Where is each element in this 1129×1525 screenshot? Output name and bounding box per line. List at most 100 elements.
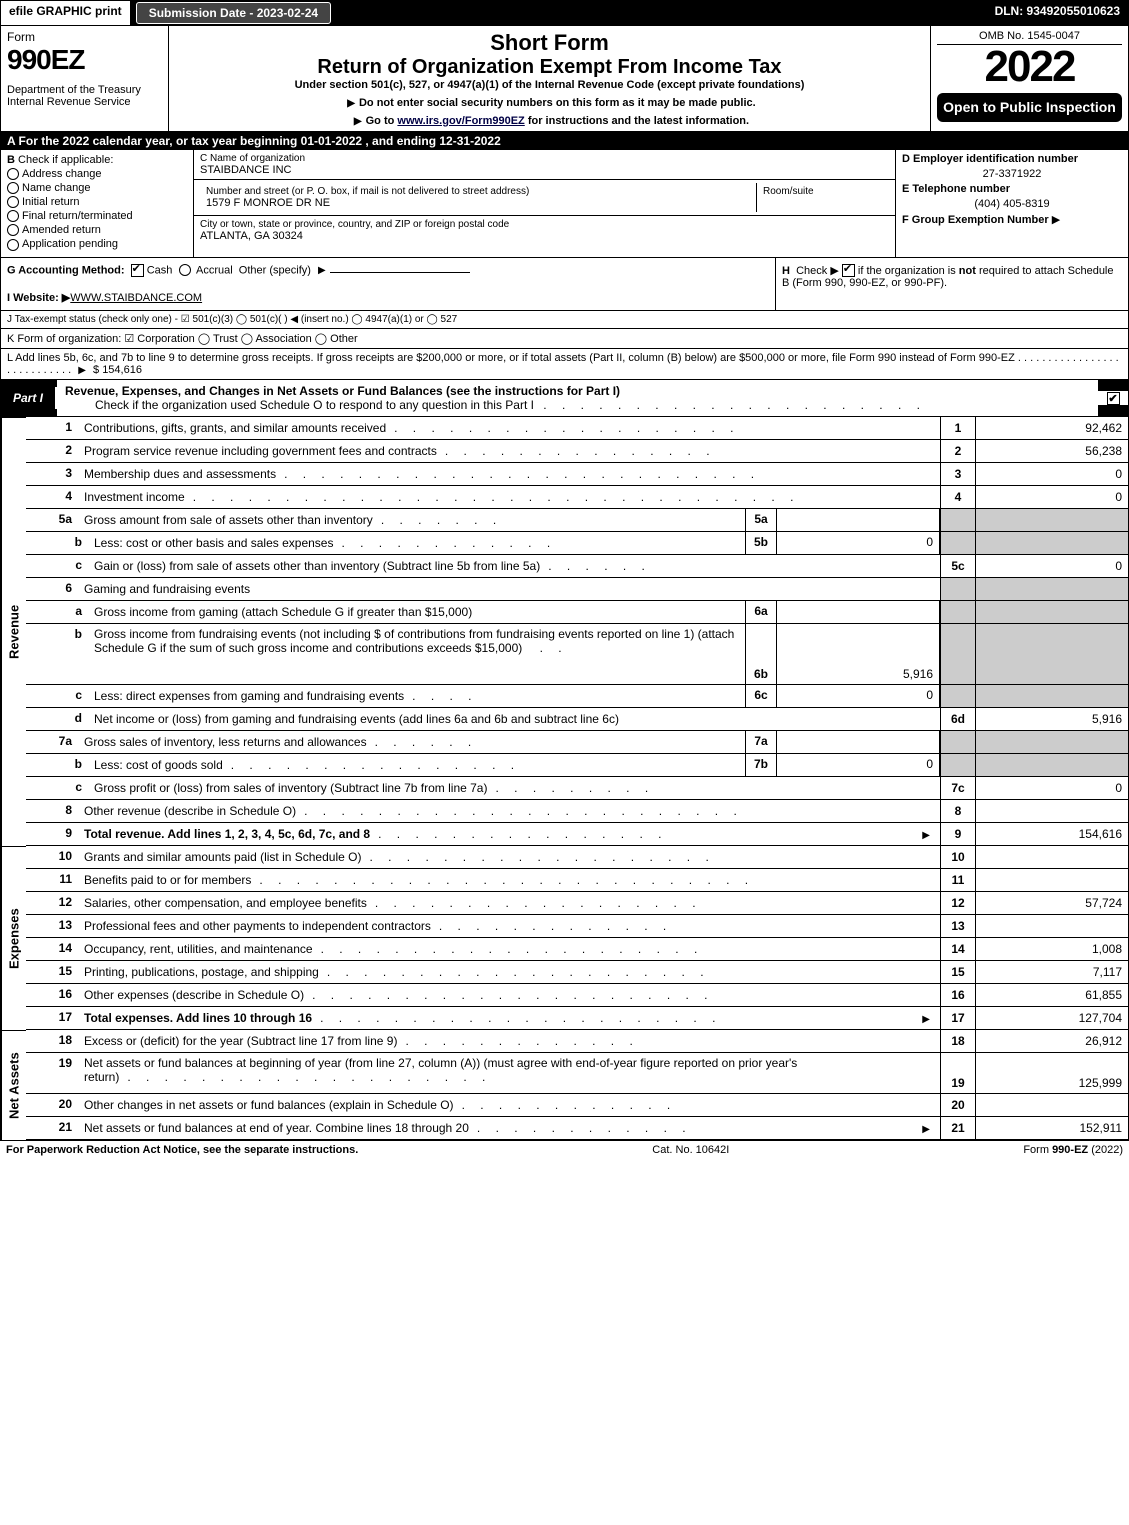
- top-bar: efile GRAPHIC print Submission Date - 20…: [1, 1, 1128, 26]
- room-label: Room/suite: [757, 183, 889, 212]
- header-left: Form 990EZ Department of the Treasury In…: [1, 26, 169, 131]
- net-assets-section: Net Assets 18Excess or (deficit) for the…: [1, 1030, 1128, 1140]
- efile-print[interactable]: efile GRAPHIC print: [1, 1, 132, 25]
- ref-21: 21: [940, 1117, 976, 1139]
- row-19: 19Net assets or fund balances at beginni…: [26, 1053, 1128, 1094]
- num-14: 14: [26, 938, 78, 960]
- row-j-tax-exempt: J Tax-exempt status (check only one) - ☑…: [1, 311, 1128, 329]
- num-17: 17: [26, 1007, 78, 1029]
- opt-initial-return: Initial return: [22, 196, 79, 208]
- cb-cash[interactable]: [131, 264, 144, 277]
- col-def: D Employer identification number 27-3371…: [895, 150, 1128, 257]
- row-6b: bGross income from fundraising events (n…: [26, 624, 1128, 685]
- opt-address-change: Address change: [22, 168, 102, 180]
- num-8: 8: [26, 800, 78, 822]
- ref-1: 1: [940, 417, 976, 439]
- part-1-checkbox[interactable]: [1098, 391, 1128, 405]
- row-3: 3Membership dues and assessments. . . . …: [26, 463, 1128, 486]
- row-7a: 7aGross sales of inventory, less returns…: [26, 731, 1128, 754]
- val-6-shaded: [976, 578, 1128, 600]
- goto-pre: Go to: [366, 115, 398, 127]
- side-net-assets: Net Assets: [1, 1030, 26, 1140]
- part-1-label: Part I: [1, 387, 57, 409]
- ref-5c: 5c: [940, 555, 976, 577]
- ref-6d: 6d: [940, 708, 976, 730]
- g-accounting: G Accounting Method: Cash Accrual Other …: [1, 258, 775, 310]
- footer-right: Form 990-EZ (2022): [1023, 1144, 1123, 1156]
- val-1: 92,462: [976, 417, 1128, 439]
- part-1-title: Revenue, Expenses, and Changes in Net As…: [65, 384, 1090, 398]
- val-3: 0: [976, 463, 1128, 485]
- header-center: Short Form Return of Organization Exempt…: [169, 26, 931, 131]
- row-k-form-org: K Form of organization: ☑ Corporation ◯ …: [1, 329, 1128, 349]
- ref-7a-shaded: [940, 731, 976, 753]
- val-21: 152,911: [976, 1117, 1128, 1139]
- part-1-check-line: Check if the organization used Schedule …: [95, 398, 534, 412]
- irs-link[interactable]: www.irs.gov/Form990EZ: [397, 115, 524, 127]
- street-block: Number and street (or P. O. box, if mail…: [194, 180, 895, 216]
- ilbl-6a: 6a: [745, 601, 777, 623]
- val-5c: 0: [976, 555, 1128, 577]
- h-text2: if the organization is: [858, 265, 959, 277]
- return-title: Return of Organization Exempt From Incom…: [175, 56, 924, 79]
- ref-7c: 7c: [940, 777, 976, 799]
- ref-19: 19: [940, 1053, 976, 1093]
- street-label: Number and street (or P. O. box, if mail…: [206, 186, 750, 197]
- h-check-text: Check ▶: [796, 265, 839, 277]
- open-public-badge: Open to Public Inspection: [937, 93, 1122, 122]
- org-name: STAIBDANCE INC: [200, 164, 889, 176]
- num-18: 18: [26, 1030, 78, 1052]
- ref-10: 10: [940, 846, 976, 868]
- num-11: 11: [26, 869, 78, 891]
- desc-21: Net assets or fund balances at end of ye…: [84, 1121, 469, 1135]
- ref-11: 11: [940, 869, 976, 891]
- form-number: 990EZ: [7, 44, 162, 76]
- cb-schedule-b[interactable]: [842, 264, 855, 277]
- expenses-section: Expenses 10Grants and similar amounts pa…: [1, 846, 1128, 1030]
- cb-accrual[interactable]: [179, 264, 191, 276]
- row-6d: dNet income or (loss) from gaming and fu…: [26, 708, 1128, 731]
- row-7c: cGross profit or (loss) from sales of in…: [26, 777, 1128, 800]
- g-other: Other (specify): [239, 264, 311, 276]
- num-6b: b: [26, 624, 88, 684]
- footer-left: For Paperwork Reduction Act Notice, see …: [6, 1144, 358, 1156]
- g-label: G Accounting Method:: [7, 264, 125, 276]
- col-c-org-info: C Name of organization STAIBDANCE INC Nu…: [194, 150, 895, 257]
- cb-address-change[interactable]: [7, 168, 19, 180]
- ref-6b-shaded: [940, 624, 976, 684]
- desc-13: Professional fees and other payments to …: [84, 919, 431, 933]
- ref-7b-shaded: [940, 754, 976, 776]
- ref-8: 8: [940, 800, 976, 822]
- b-letter: B: [7, 154, 15, 166]
- num-4: 4: [26, 486, 78, 508]
- desc-8: Other revenue (describe in Schedule O): [84, 804, 296, 818]
- val-6c-shaded: [976, 685, 1128, 707]
- val-6b-shaded: [976, 624, 1128, 684]
- footer-catalog: Cat. No. 10642I: [358, 1144, 1023, 1156]
- row-5c: cGain or (loss) from sale of assets othe…: [26, 555, 1128, 578]
- num-1: 1: [26, 417, 78, 439]
- cb-initial-return[interactable]: [7, 196, 19, 208]
- row-14: 14Occupancy, rent, utilities, and mainte…: [26, 938, 1128, 961]
- row-12: 12Salaries, other compensation, and empl…: [26, 892, 1128, 915]
- desc-6a: Gross income from gaming (attach Schedul…: [94, 605, 472, 619]
- row-11: 11Benefits paid to or for members. . . .…: [26, 869, 1128, 892]
- row-a-calendar-year: A For the 2022 calendar year, or tax yea…: [1, 132, 1128, 150]
- row-6c: cLess: direct expenses from gaming and f…: [26, 685, 1128, 708]
- ilbl-5b: 5b: [745, 532, 777, 554]
- desc-12: Salaries, other compensation, and employ…: [84, 896, 367, 910]
- cb-final-return[interactable]: [7, 210, 19, 222]
- desc-6b: Gross income from fundraising events (no…: [94, 627, 734, 655]
- part-1-title-block: Revenue, Expenses, and Changes in Net As…: [57, 380, 1098, 417]
- num-10: 10: [26, 846, 78, 868]
- num-5b: b: [26, 532, 88, 554]
- goto-post: for instructions and the latest informat…: [525, 115, 749, 127]
- row-7b: bLess: cost of goods sold. . . . . . . .…: [26, 754, 1128, 777]
- cb-name-change[interactable]: [7, 182, 19, 194]
- num-19: 19: [26, 1053, 78, 1093]
- ilbl-5a: 5a: [745, 509, 777, 531]
- cb-amended-return[interactable]: [7, 224, 19, 236]
- cb-application-pending[interactable]: [7, 239, 19, 251]
- ref-16: 16: [940, 984, 976, 1006]
- ref-5a-shaded: [940, 509, 976, 531]
